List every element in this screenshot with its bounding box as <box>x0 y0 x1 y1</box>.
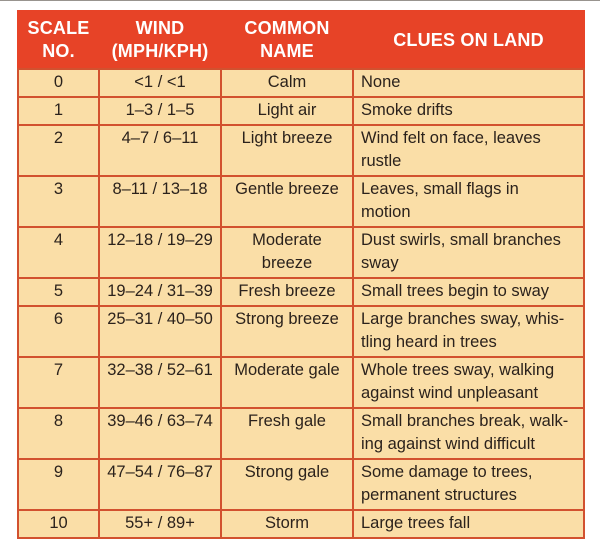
clues-cell: Large branches sway, whis- tling heard i… <box>352 305 585 358</box>
table-row: 9 47–54 / 76–87 Strong gale Some damage … <box>17 458 585 511</box>
clues-cell: Leaves, small flags in motion <box>352 175 585 228</box>
scale-no-cell: 5 <box>17 277 100 307</box>
table-row: 7 32–38 / 52–61 Moderate gale Whole tree… <box>17 356 585 409</box>
table-row: 0 <1 / <1 Calm None <box>17 68 585 98</box>
common-name-cell: Light breeze <box>220 124 354 177</box>
common-name-cell: Strong gale <box>220 458 354 511</box>
common-name-cell: Calm <box>220 68 354 98</box>
top-rule <box>0 0 600 1</box>
wind-cell: 19–24 / 31–39 <box>98 277 222 307</box>
clues-cell: Whole trees sway, walking against wind u… <box>352 356 585 409</box>
common-name-cell: Storm <box>220 509 354 539</box>
wind-cell: 25–31 / 40–50 <box>98 305 222 358</box>
wind-cell: 8–11 / 13–18 <box>98 175 222 228</box>
common-name-cell: Fresh breeze <box>220 277 354 307</box>
scale-no-cell: 8 <box>17 407 100 460</box>
wind-cell: <1 / <1 <box>98 68 222 98</box>
beaufort-scale-table: SCALE NO. WIND (MPH/KPH) COMMON NAME CLU… <box>17 10 585 539</box>
beaufort-scale-table-wrap: SCALE NO. WIND (MPH/KPH) COMMON NAME CLU… <box>17 10 585 539</box>
col-header-clues-on-land: CLUES ON LAND <box>352 10 585 70</box>
wind-cell: 1–3 / 1–5 <box>98 96 222 126</box>
table-row: 2 4–7 / 6–11 Light breeze Wind felt on f… <box>17 124 585 177</box>
common-name-cell: Moderate gale <box>220 356 354 409</box>
common-name-cell: Gentle breeze <box>220 175 354 228</box>
clues-cell: Dust swirls, small branches sway <box>352 226 585 279</box>
table-row: 1 1–3 / 1–5 Light air Smoke drifts <box>17 96 585 126</box>
scale-no-cell: 2 <box>17 124 100 177</box>
clues-cell: Wind felt on face, leaves rustle <box>352 124 585 177</box>
common-name-cell: Fresh gale <box>220 407 354 460</box>
col-header-common-name: COMMON NAME <box>220 10 354 70</box>
wind-cell: 39–46 / 63–74 <box>98 407 222 460</box>
wind-cell: 47–54 / 76–87 <box>98 458 222 511</box>
common-name-cell: Light air <box>220 96 354 126</box>
table-row: 4 12–18 / 19–29 Moderate breeze Dust swi… <box>17 226 585 279</box>
clues-cell: Smoke drifts <box>352 96 585 126</box>
wind-cell: 32–38 / 52–61 <box>98 356 222 409</box>
table-row: 3 8–11 / 13–18 Gentle breeze Leaves, sma… <box>17 175 585 228</box>
table-row: 8 39–46 / 63–74 Fresh gale Small branche… <box>17 407 585 460</box>
scale-no-cell: 9 <box>17 458 100 511</box>
clues-cell: Small trees begin to sway <box>352 277 585 307</box>
table-row: 6 25–31 / 40–50 Strong breeze Large bran… <box>17 305 585 358</box>
col-header-scale-no: SCALE NO. <box>17 10 100 70</box>
table-header-row: SCALE NO. WIND (MPH/KPH) COMMON NAME CLU… <box>17 10 585 70</box>
scale-no-cell: 10 <box>17 509 100 539</box>
scale-no-cell: 6 <box>17 305 100 358</box>
scale-no-cell: 3 <box>17 175 100 228</box>
wind-cell: 4–7 / 6–11 <box>98 124 222 177</box>
wind-cell: 55+ / 89+ <box>98 509 222 539</box>
clues-cell: Some damage to trees, permanent structur… <box>352 458 585 511</box>
common-name-cell: Strong breeze <box>220 305 354 358</box>
wind-cell: 12–18 / 19–29 <box>98 226 222 279</box>
clues-cell: Small branches break, walk- ing against … <box>352 407 585 460</box>
clues-cell: Large trees fall <box>352 509 585 539</box>
scale-no-cell: 1 <box>17 96 100 126</box>
table-row: 10 55+ / 89+ Storm Large trees fall <box>17 509 585 539</box>
col-header-wind: WIND (MPH/KPH) <box>98 10 222 70</box>
common-name-cell: Moderate breeze <box>220 226 354 279</box>
scale-no-cell: 0 <box>17 68 100 98</box>
table-row: 5 19–24 / 31–39 Fresh breeze Small trees… <box>17 277 585 307</box>
clues-cell: None <box>352 68 585 98</box>
scale-no-cell: 7 <box>17 356 100 409</box>
scale-no-cell: 4 <box>17 226 100 279</box>
